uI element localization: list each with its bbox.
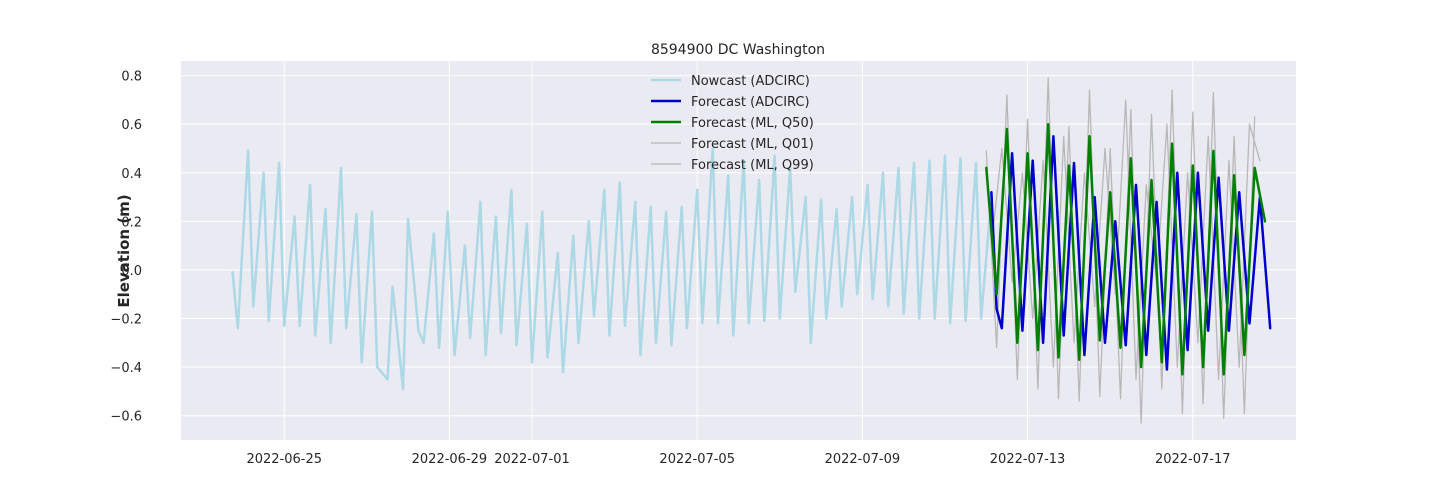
x-tick-label: 2022-07-05: [659, 452, 735, 467]
y-tick-label: 0.6: [121, 118, 142, 133]
y-tick-label: −0.4: [110, 361, 142, 376]
y-tick-labels: −0.6 −0.4 −0.2 0.0 0.2 0.4 0.6 0.8: [110, 70, 142, 425]
x-tick-label: 2022-07-09: [825, 452, 901, 467]
y-axis-label: Elevation (m): [115, 194, 133, 307]
y-tick-label: 0.0: [121, 264, 142, 279]
legend-entry: Forecast (ML, Q01): [691, 137, 814, 152]
legend: Nowcast (ADCIRC) Forecast (ADCIRC) Forecas…: [651, 74, 814, 173]
legend-entry: Nowcast (ADCIRC): [691, 74, 810, 89]
series-layer: [231, 77, 1272, 424]
y-tick-label: −0.6: [110, 410, 142, 425]
series-line-1: [990, 135, 1272, 371]
x-tick-label: 2022-07-01: [494, 452, 570, 467]
y-tick-label: 0.4: [121, 167, 142, 182]
series-line-0: [231, 147, 993, 391]
series-line-4: [990, 99, 1261, 380]
chart-title: 8594900 DC Washington: [651, 42, 825, 58]
legend-entry: Forecast (ML, Q50): [691, 116, 814, 131]
x-tick-labels: 2022-06-25 2022-06-29 2022-07-01 2022-07-05…: [246, 452, 1230, 467]
x-tick-label: 2022-07-17: [1155, 452, 1231, 467]
y-tick-label: −0.2: [110, 313, 142, 328]
legend-entry: Forecast (ADCIRC): [691, 95, 810, 110]
x-tick-label: 2022-07-13: [990, 452, 1066, 467]
x-tick-label: 2022-06-25: [246, 452, 322, 467]
x-tick-label: 2022-06-29: [412, 452, 488, 467]
legend-entry: Forecast (ML, Q99): [691, 158, 814, 173]
series-line-2: [985, 122, 1267, 376]
y-tick-label: 0.8: [121, 70, 142, 85]
y-tick-label: 0.2: [121, 215, 142, 230]
